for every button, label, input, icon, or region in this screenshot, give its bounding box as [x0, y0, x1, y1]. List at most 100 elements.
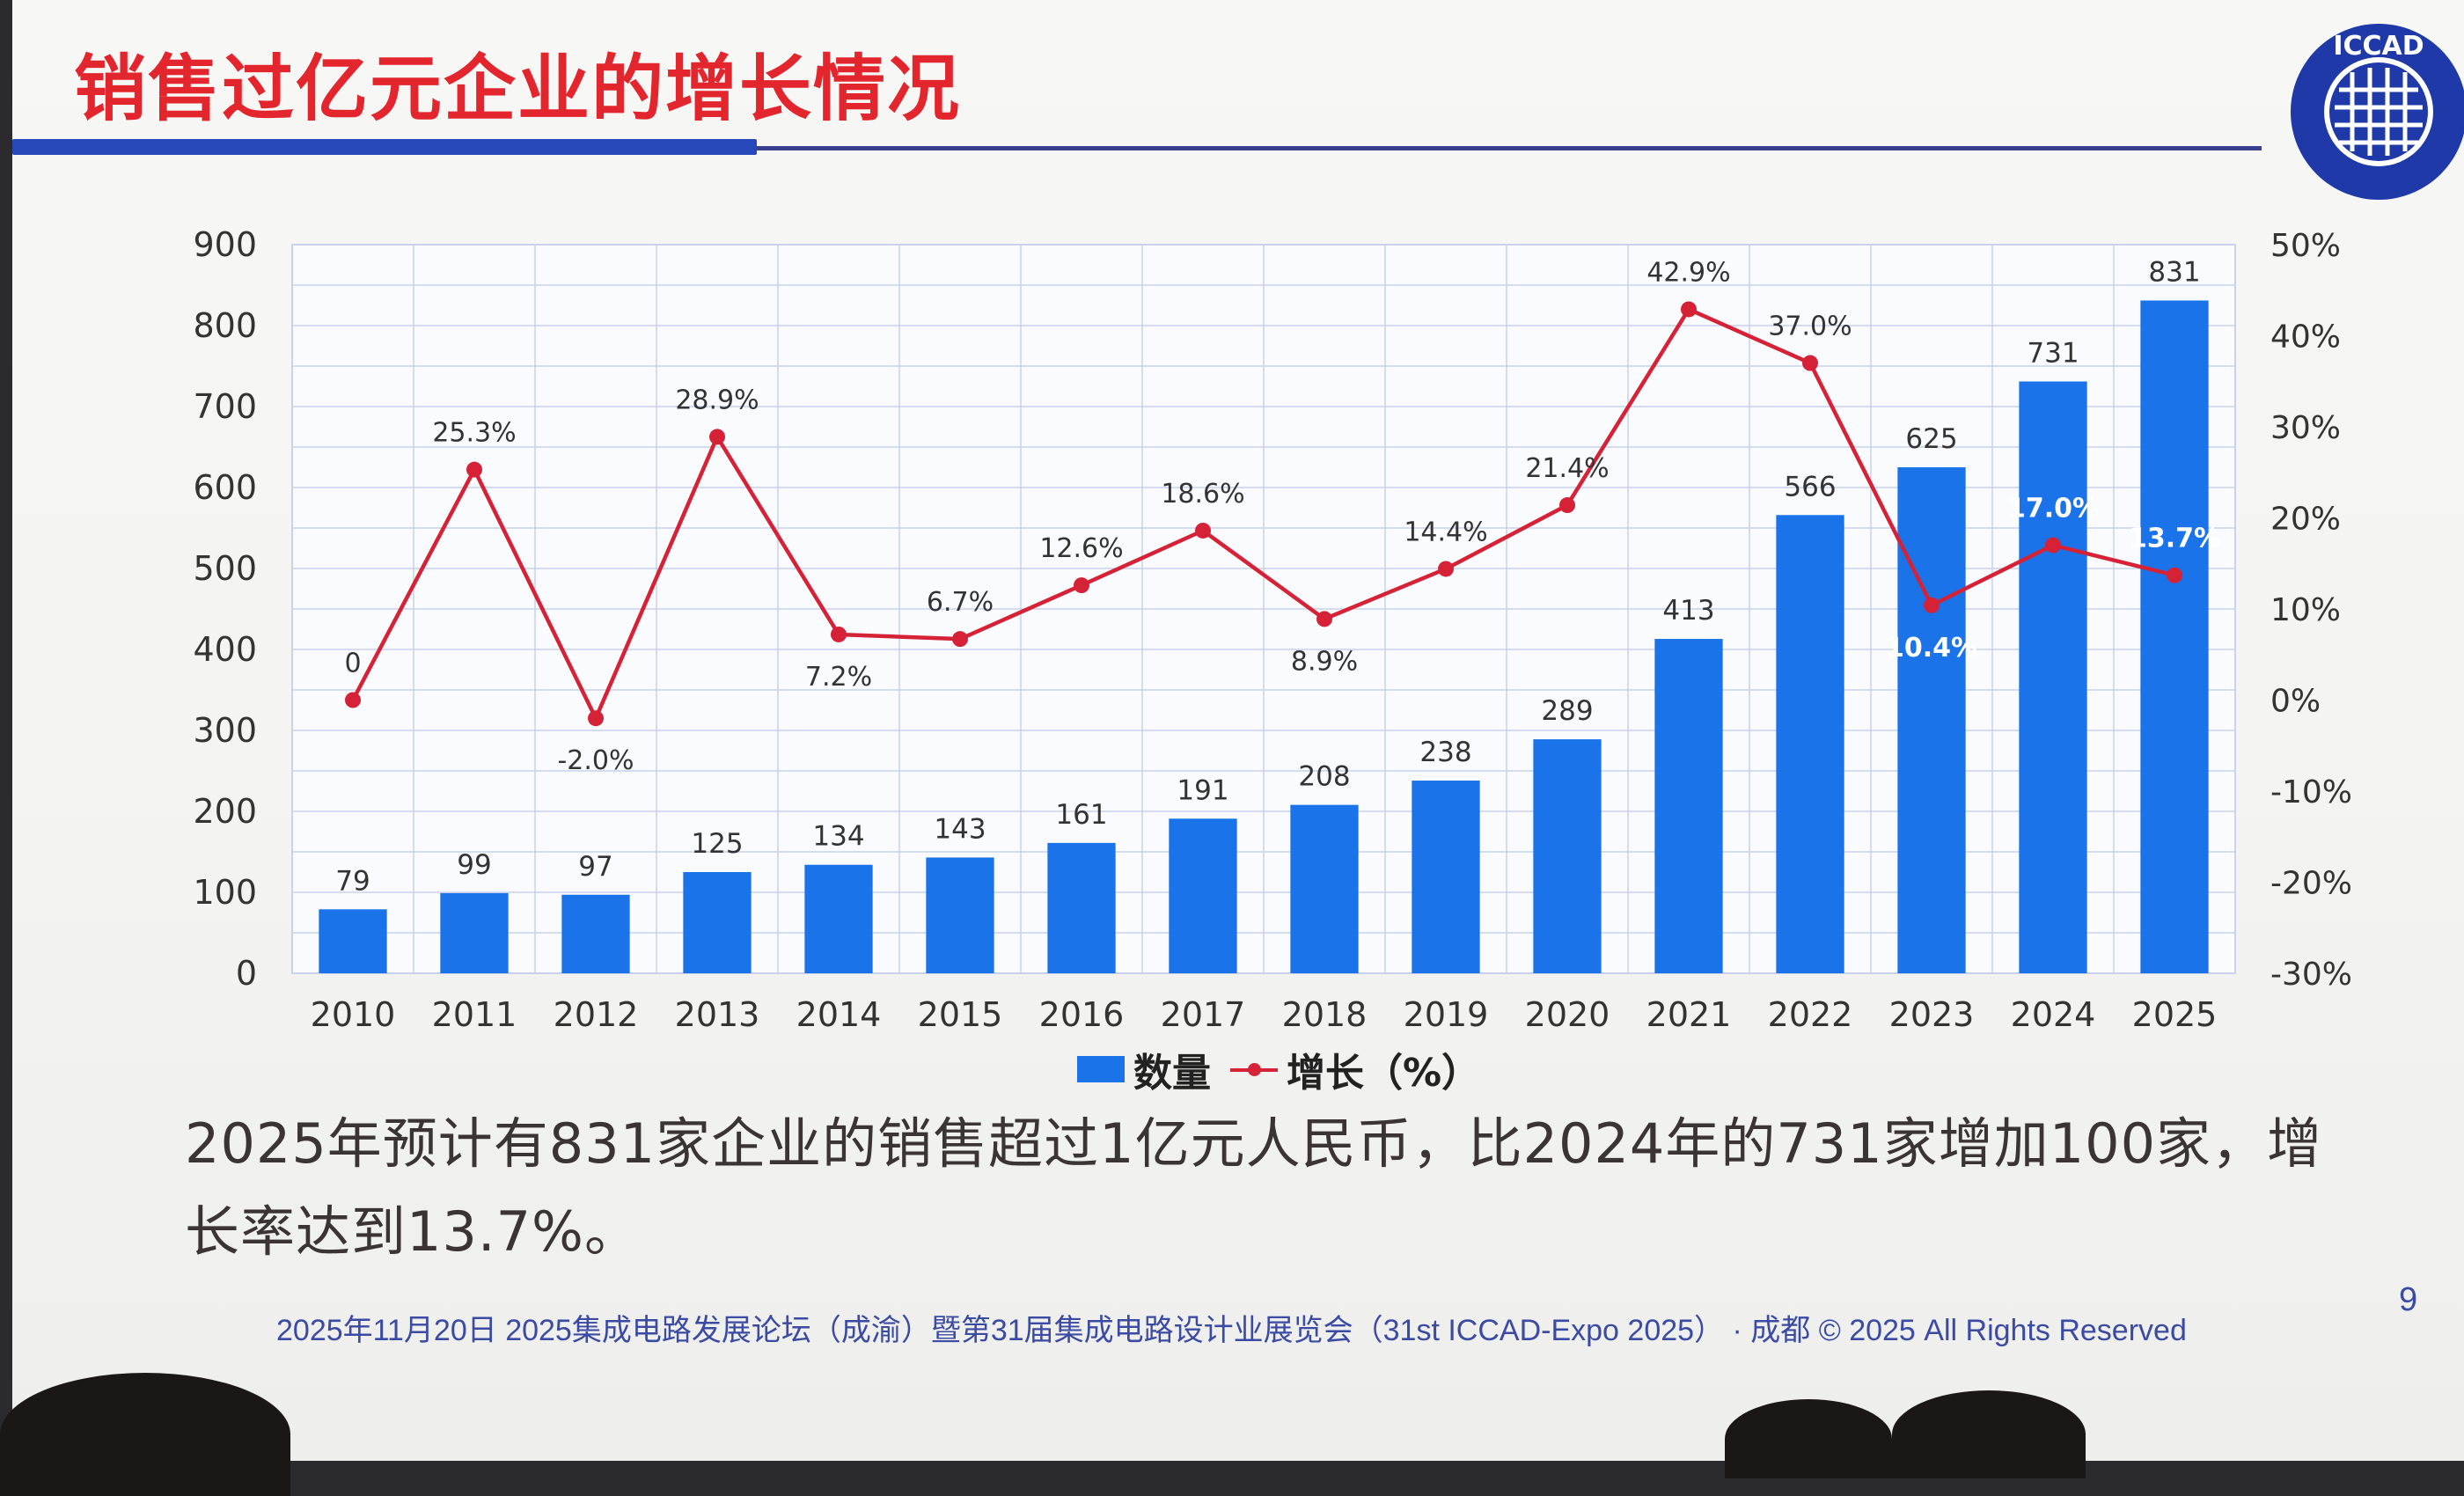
audience-head [1892, 1390, 2086, 1478]
y-tick-label: 300 [193, 711, 257, 750]
bar [2019, 381, 2087, 974]
slide-title: 销售过亿元企业的增长情况 [74, 48, 962, 131]
y2-tick-label: 40% [2270, 319, 2341, 356]
bar-series: 79 99 97 125 134 143 161 191 208 238 289 413 566 625 7… [319, 256, 2209, 974]
legend-line-label: 增长（%） [1287, 1051, 1481, 1096]
title-underline [757, 146, 2262, 150]
bar [804, 864, 873, 973]
chart-area: 0 100 200 300 400 500 600 700 800 900 -30% -20% -10… [193, 225, 2352, 1034]
growth-point [709, 429, 725, 445]
y-tick-label: 0 [236, 954, 257, 993]
bar-value-label: 625 [1905, 423, 1957, 455]
y-tick-label: 900 [193, 225, 257, 264]
title-underline-accent [12, 139, 757, 155]
x-tick-label: 2013 [675, 995, 760, 1034]
legend-line-swatch [1230, 1056, 1278, 1082]
audience-head [1725, 1399, 1892, 1478]
bar-value-label: 566 [1784, 471, 1836, 502]
bar-value-label: 208 [1298, 761, 1350, 793]
y-tick-label: 100 [193, 873, 257, 912]
y-tick-label: 600 [193, 468, 257, 507]
x-tick-label: 2019 [1404, 995, 1489, 1034]
x-tick-label: 2025 [2132, 995, 2218, 1034]
x-tick-label: 2020 [1525, 995, 1610, 1034]
bar-value-label: 831 [2148, 256, 2200, 288]
bar [440, 892, 509, 973]
bar [1169, 818, 1237, 973]
bar [1290, 804, 1359, 973]
growth-value-label: 14.4% [1404, 517, 1487, 547]
y2-tick-label: 10% [2270, 592, 2341, 628]
growth-value-label: 0 [344, 649, 361, 679]
growth-value-label: 25.3% [432, 418, 516, 449]
growth-point [2045, 537, 2061, 554]
growth-point [588, 710, 604, 727]
y-tick-label: 800 [193, 306, 257, 345]
growth-value-label: 37.0% [1768, 312, 1852, 342]
bar [1897, 467, 1966, 973]
y2-tick-label: 0% [2270, 684, 2321, 720]
y-tick-label: 200 [193, 792, 257, 831]
bar-value-label: 99 [457, 849, 491, 881]
bar [1533, 739, 1602, 973]
y2-tick-label: 30% [2270, 410, 2341, 446]
x-tick-label: 2012 [554, 995, 639, 1034]
bar-value-label: 97 [578, 851, 612, 883]
bar [683, 872, 752, 973]
bar-value-label: 731 [2027, 337, 2079, 369]
x-tick-label: 2022 [1768, 995, 1853, 1034]
growth-value-label: 6.7% [927, 587, 994, 618]
growth-value-label: 21.4% [1525, 453, 1609, 484]
bar-value-label: 191 [1177, 774, 1228, 806]
audience-head [0, 1373, 290, 1496]
y2-tick-label: 50% [2270, 228, 2341, 264]
growth-value-label: 28.9% [675, 385, 759, 415]
iccad-logo: ICCAD [2291, 24, 2464, 200]
bar-value-label: 413 [1662, 595, 1714, 627]
bar [1047, 842, 1116, 973]
growth-point [1802, 355, 1818, 371]
x-tick-label: 2015 [918, 995, 1003, 1034]
x-tick-label: 2018 [1282, 995, 1368, 1034]
growth-point [1681, 301, 1697, 318]
growth-value-label: 7.2% [805, 662, 872, 693]
y-tick-label: 700 [193, 387, 257, 426]
bar-value-label: 289 [1541, 695, 1593, 727]
x-tick-label: 2014 [796, 995, 882, 1034]
y-tick-label: 500 [193, 549, 257, 588]
growth-value-label: -2.0% [557, 745, 634, 776]
x-tick-label: 2017 [1161, 995, 1246, 1034]
growth-point [1924, 597, 1940, 613]
growth-point [345, 692, 361, 708]
growth-value-label: 8.9% [1291, 646, 1358, 677]
x-tick-label: 2016 [1039, 995, 1125, 1034]
legend-item-bars: 数量 [1077, 1041, 1211, 1097]
bar [926, 857, 994, 973]
y2-tick-label: -10% [2270, 774, 2352, 810]
bar-value-label: 238 [1419, 737, 1471, 768]
legend-item-line: 增长（%） [1230, 1041, 1480, 1097]
bar [2140, 300, 2209, 974]
growth-value-label: 17.0% [2007, 494, 2099, 524]
y2-tick-label: -30% [2270, 957, 2352, 993]
y2-tick-label: -20% [2270, 866, 2352, 902]
bar-value-label: 79 [335, 865, 370, 897]
x-tick-label: 2023 [1889, 995, 1975, 1034]
x-tick-label: 2021 [1646, 995, 1732, 1034]
growth-point [1074, 577, 1089, 594]
growth-point [831, 626, 847, 642]
growth-point [1195, 522, 1211, 539]
slide: 销售过亿元企业的增长情况 ICCAD 0 100 200 300 400 500 600 70… [12, 0, 2464, 1461]
growth-point [1438, 561, 1454, 577]
bar-value-label: 125 [691, 828, 743, 860]
bar-value-label: 143 [934, 813, 986, 845]
legend-bar-swatch [1077, 1056, 1125, 1082]
slide-footer: 2025年11月20日 2025集成电路发展论坛（成渝）暨第31届集成电路设计业… [276, 1314, 2187, 1347]
growth-value-label: 10.4% [1886, 633, 1977, 664]
x-tick-label: 2010 [311, 995, 396, 1034]
y2-tick-label: 20% [2270, 502, 2341, 538]
growth-value-label: 18.6% [1161, 479, 1244, 510]
bar-value-label: 134 [812, 821, 864, 853]
growth-value-label: 13.7% [2129, 524, 2220, 554]
growth-point [2167, 567, 2182, 583]
